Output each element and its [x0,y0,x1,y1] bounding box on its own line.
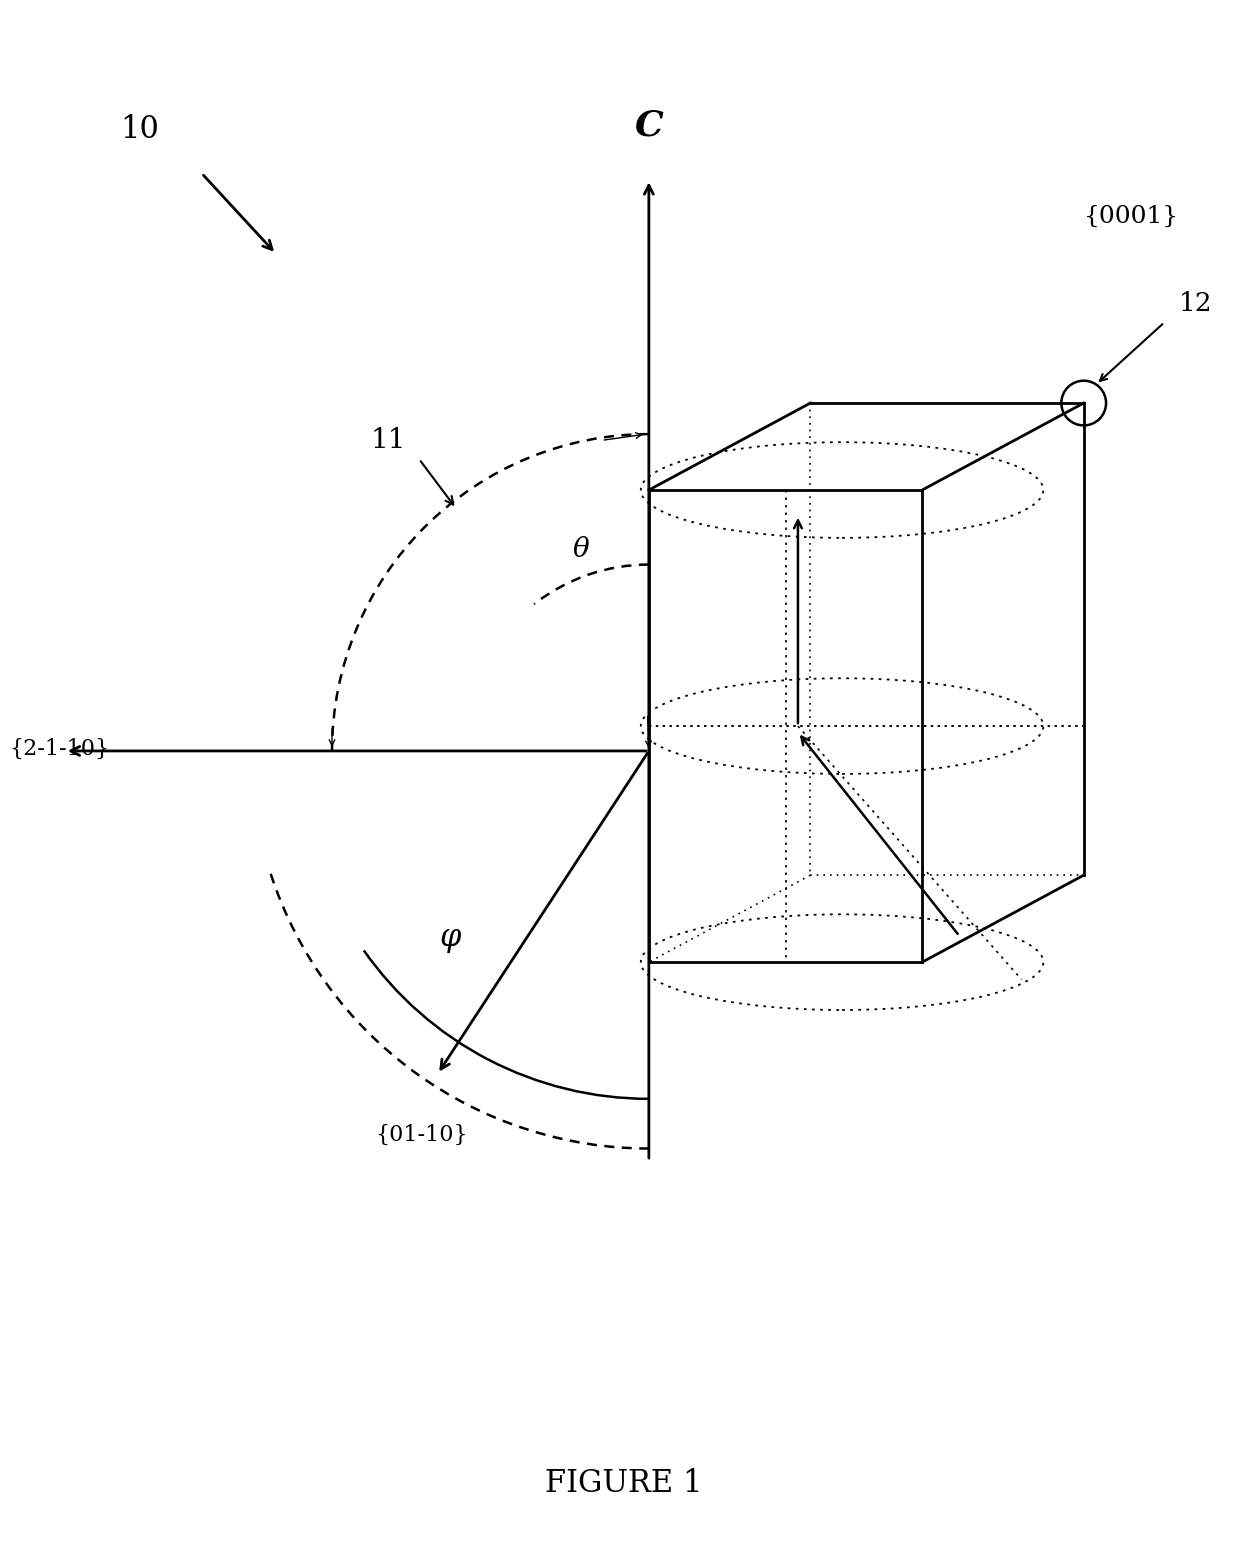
Text: φ: φ [439,921,461,952]
Text: {2-1-10}: {2-1-10} [9,738,109,760]
Text: {01-10}: {01-10} [376,1123,468,1146]
Text: 12: 12 [1178,291,1212,316]
Text: {0001}: {0001} [1083,205,1179,228]
Text: C: C [634,108,663,142]
Text: 10: 10 [120,114,158,145]
Text: 11: 11 [371,427,406,454]
Text: FIGURE 1: FIGURE 1 [545,1469,703,1500]
Text: θ: θ [572,536,589,563]
